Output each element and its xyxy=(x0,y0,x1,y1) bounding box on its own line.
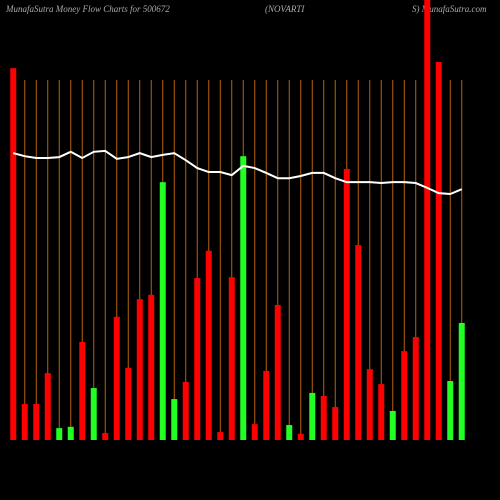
bar xyxy=(343,168,350,440)
bar xyxy=(125,367,132,440)
bar xyxy=(389,410,396,440)
bar xyxy=(447,381,454,440)
bar xyxy=(148,294,155,440)
bar xyxy=(424,0,431,440)
bar xyxy=(67,426,74,440)
bar xyxy=(228,277,235,440)
bar xyxy=(21,403,28,440)
bar xyxy=(33,403,40,440)
bar xyxy=(159,182,166,440)
bar xyxy=(182,381,189,440)
bar xyxy=(205,250,212,440)
bar xyxy=(378,384,385,440)
chart-title-part: S) MunafaSutra.com xyxy=(412,4,487,14)
bar xyxy=(435,62,442,440)
bar xyxy=(90,388,97,440)
bar xyxy=(309,392,316,440)
bar xyxy=(10,68,17,440)
bar xyxy=(412,337,419,440)
bar xyxy=(320,396,327,440)
bar xyxy=(458,322,465,440)
bar xyxy=(332,407,339,440)
bar xyxy=(79,341,86,440)
bar xyxy=(240,156,247,440)
bar xyxy=(286,425,293,440)
bar xyxy=(251,424,258,440)
bar xyxy=(297,433,304,440)
bar xyxy=(102,432,109,440)
bar xyxy=(171,399,178,440)
bar xyxy=(263,370,270,440)
bar xyxy=(136,299,143,440)
bar xyxy=(113,316,120,440)
money-flow-line xyxy=(12,149,463,196)
bar xyxy=(274,304,281,440)
bar xyxy=(44,373,51,440)
bar xyxy=(217,432,224,440)
bar xyxy=(366,369,373,440)
chart-title: MunafaSutra Money Flow Charts for 500672 xyxy=(5,4,170,14)
bar xyxy=(56,428,63,440)
bar xyxy=(194,278,201,440)
bar xyxy=(355,245,362,440)
bar xyxy=(401,351,408,440)
chart-title-part: (NOVARTI xyxy=(265,4,305,14)
